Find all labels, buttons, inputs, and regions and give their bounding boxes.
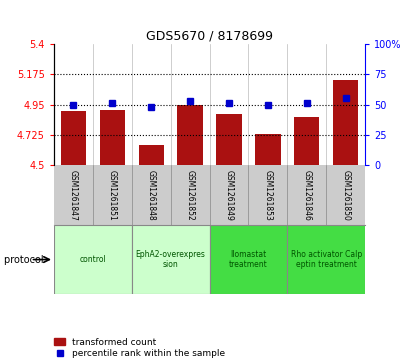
Bar (178, 105, 203, 166)
Text: control: control (80, 255, 106, 264)
Legend: transformed count, percentile rank within the sample: transformed count, percentile rank withi… (54, 338, 225, 359)
Bar (210, 225, 287, 294)
Text: GSM1261853: GSM1261853 (264, 170, 272, 221)
Bar (100, 110, 125, 166)
Text: GSM1261846: GSM1261846 (303, 170, 311, 221)
Bar (287, 225, 365, 294)
Text: GSM1261847: GSM1261847 (69, 170, 78, 221)
Text: Rho activator Calp
eptin treatment: Rho activator Calp eptin treatment (290, 250, 362, 269)
Text: GSM1261852: GSM1261852 (186, 170, 195, 221)
Text: GSM1261848: GSM1261848 (147, 170, 156, 221)
Text: protocol: protocol (4, 254, 47, 265)
Text: EphA2-overexpres
sion: EphA2-overexpres sion (136, 250, 205, 269)
Text: GSM1261849: GSM1261849 (225, 170, 234, 221)
Bar (132, 225, 210, 294)
Bar (294, 117, 320, 166)
Text: GSM1261850: GSM1261850 (341, 170, 350, 221)
Bar (333, 80, 359, 166)
Title: GDS5670 / 8178699: GDS5670 / 8178699 (146, 29, 273, 42)
Bar (216, 114, 242, 166)
Bar (54, 225, 132, 294)
Text: Ilomastat
treatment: Ilomastat treatment (229, 250, 268, 269)
Bar (255, 134, 281, 166)
Text: GSM1261851: GSM1261851 (108, 170, 117, 221)
Bar (61, 111, 86, 166)
Bar (139, 145, 164, 166)
